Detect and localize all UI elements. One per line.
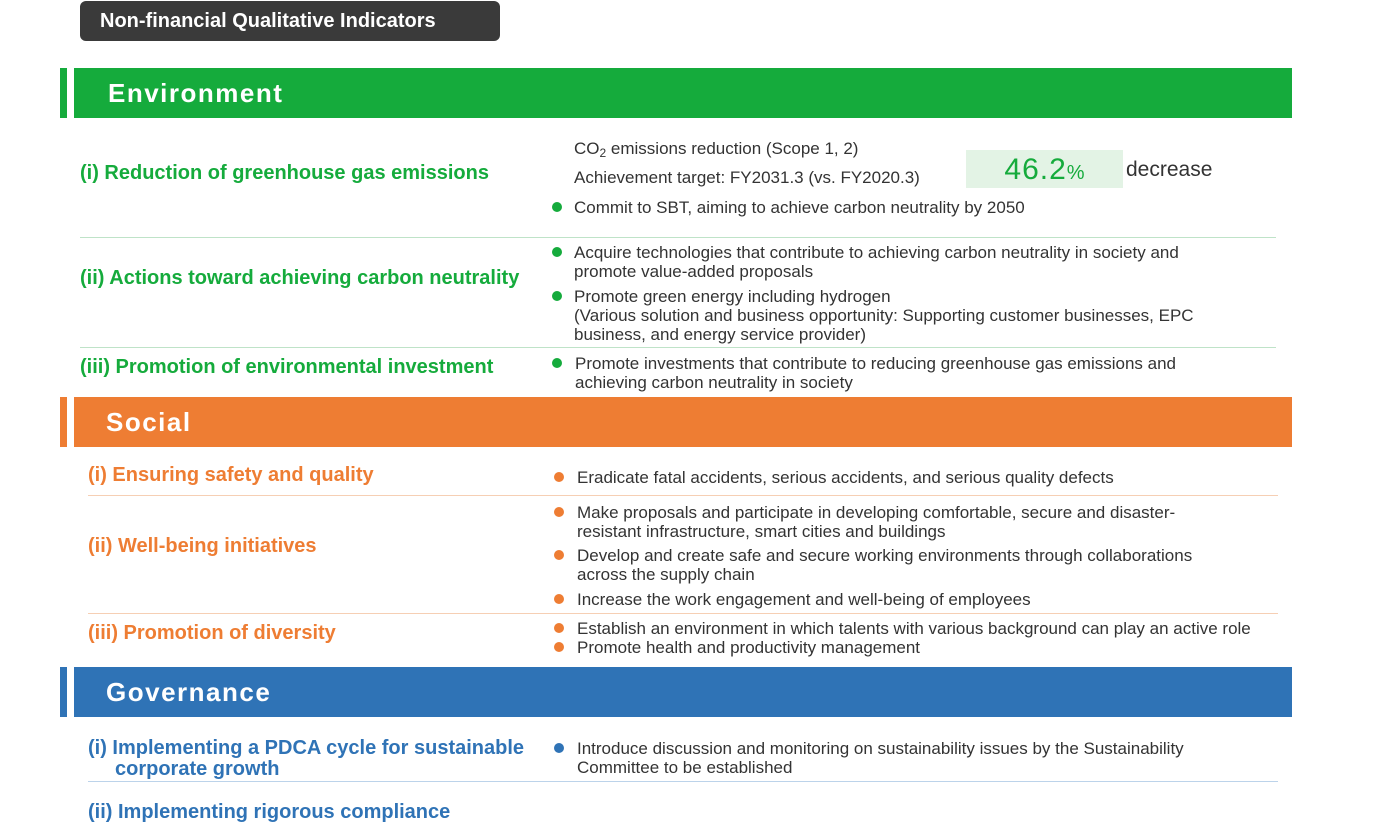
bullet-icon <box>552 291 562 301</box>
soc-ii-b3: Increase the work engagement and well-be… <box>577 590 1031 609</box>
env-ii-b2-l1: Promote green energy including hydrogen <box>574 287 891 306</box>
env-iii-b1-l1: Promote investments that contribute to r… <box>575 354 1177 373</box>
gov-i-heading-l2: corporate growth <box>115 758 280 780</box>
governance-band: Governance <box>60 667 1292 717</box>
social-band: Social <box>60 397 1292 447</box>
env-ii-b2-l3: business, and energy service provider) <box>574 325 866 344</box>
governance-band-bar: Governance <box>74 667 1292 717</box>
soc-i-heading: (i) Ensuring safety and quality <box>88 464 374 486</box>
env-i-heading: (i) Reduction of greenhouse gas emission… <box>80 162 489 184</box>
gov-i-b1-l2: Committee to be established <box>577 758 793 777</box>
kpi-label: decrease <box>1126 158 1213 181</box>
bullet-icon <box>554 472 564 482</box>
soc-i-b1: Eradicate fatal accidents, serious accid… <box>577 468 1114 487</box>
env-i-bullet: Commit to SBT, aiming to achieve carbon … <box>574 198 1025 217</box>
env-iii-heading: (iii) Promotion of environmental investm… <box>80 356 494 378</box>
divider <box>88 613 1278 614</box>
soc-ii-b1-l1: Make proposals and participate in develo… <box>577 503 1176 522</box>
env-i-co2-line: CO2 emissions reduction (Scope 1, 2) <box>574 139 859 160</box>
gov-i-heading-l1: (i) Implementing a PDCA cycle for sustai… <box>88 737 525 759</box>
soc-ii-b1-l2: resistant infrastructure, smart cities a… <box>577 522 946 541</box>
env-ii-b1-l1: Acquire technologies that contribute to … <box>574 243 1179 262</box>
bullet-icon <box>554 623 564 633</box>
soc-ii-b2-l2: across the supply chain <box>577 565 755 584</box>
env-ii-b2-l2: (Various solution and business opportuni… <box>574 306 1194 325</box>
bullet-icon <box>554 594 564 604</box>
gov-i-b1-l1: Introduce discussion and monitoring on s… <box>577 739 1184 758</box>
soc-ii-heading: (ii) Well-being initiatives <box>88 535 317 557</box>
social-band-bar: Social <box>74 397 1292 447</box>
gov-ii-heading: (ii) Implementing rigorous compliance <box>88 801 451 823</box>
bullet-icon <box>552 202 562 212</box>
kpi-value: 46.2 <box>1004 153 1067 186</box>
env-i-target: Achievement target: FY2031.3 (vs. FY2020… <box>574 168 920 187</box>
soc-iii-b2: Promote health and productivity manageme… <box>577 638 921 657</box>
bullet-icon <box>552 358 562 368</box>
soc-iii-b1: Establish an environment in which talent… <box>577 619 1251 638</box>
divider <box>80 237 1276 238</box>
governance-band-stub <box>60 667 67 717</box>
kpi-unit: % <box>1066 162 1085 184</box>
env-ii-heading: (ii) Actions toward achieving carbon neu… <box>80 267 520 289</box>
soc-iii-heading: (iii) Promotion of diversity <box>88 622 336 644</box>
env-i-kpi-box: 46.2% <box>966 150 1123 188</box>
section-badge: Non-financial Qualitative Indicators <box>80 1 500 41</box>
environment-title: Environment <box>108 78 284 108</box>
governance-title: Governance <box>106 677 272 707</box>
bullet-icon <box>554 550 564 560</box>
env-ii-b1-l2: promote value-added proposals <box>574 262 814 281</box>
social-band-stub <box>60 397 67 447</box>
soc-ii-b2-l1: Develop and create safe and secure worki… <box>577 546 1193 565</box>
bullet-icon <box>554 642 564 652</box>
divider <box>88 781 1278 782</box>
environment-band: Environment <box>60 68 1292 118</box>
social-title: Social <box>106 407 192 437</box>
divider <box>88 495 1278 496</box>
env-iii-b1-l2: achieving carbon neutrality in society <box>575 373 853 392</box>
bullet-icon <box>552 247 562 257</box>
bullet-icon <box>554 507 564 517</box>
divider <box>80 347 1276 348</box>
environment-band-bar: Environment <box>74 68 1292 118</box>
bullet-icon <box>554 743 564 753</box>
environment-band-stub <box>60 68 67 118</box>
